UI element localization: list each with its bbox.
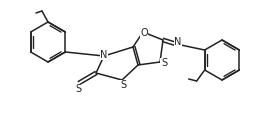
Text: N: N — [174, 37, 182, 47]
Text: S: S — [120, 80, 126, 90]
Text: O: O — [140, 28, 148, 38]
Text: S: S — [75, 84, 81, 94]
Text: S: S — [161, 58, 167, 68]
Text: N: N — [100, 50, 108, 60]
